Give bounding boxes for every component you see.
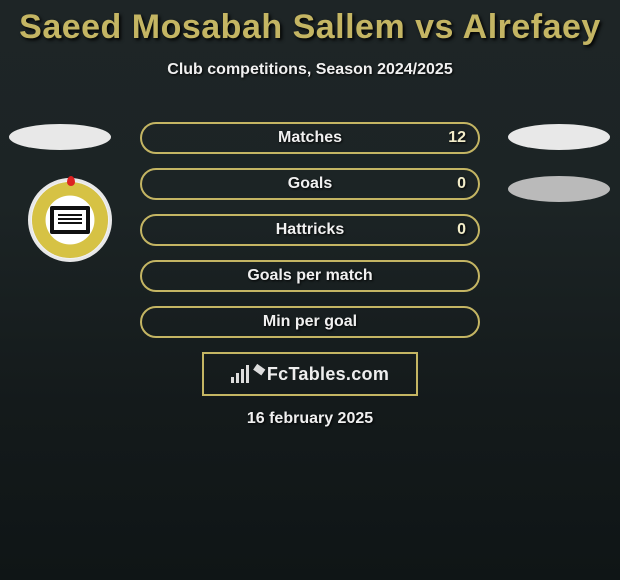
stat-label: Goals per match xyxy=(247,267,372,285)
stat-row-hattricks: Hattricks 0 xyxy=(140,214,480,246)
stat-label: Min per goal xyxy=(263,313,357,331)
brand-text: FcTables.com xyxy=(267,364,389,385)
stat-row-min-per-goal: Min per goal xyxy=(140,306,480,338)
brand-badge[interactable]: FcTables.com xyxy=(202,352,418,396)
player-avatar-left-placeholder xyxy=(9,124,111,150)
stat-label: Goals xyxy=(288,175,332,193)
player-avatar-right-placeholder-2 xyxy=(508,176,610,202)
stat-label: Hattricks xyxy=(276,221,344,239)
stat-value: 0 xyxy=(457,221,466,239)
stats-container: Matches 12 Goals 0 Hattricks 0 Goals per… xyxy=(140,122,480,352)
stat-row-matches: Matches 12 xyxy=(140,122,480,154)
page-title: Saeed Mosabah Sallem vs Alrefaey xyxy=(0,0,620,47)
date-text: 16 february 2025 xyxy=(0,410,620,428)
player-avatar-right-placeholder-1 xyxy=(508,124,610,150)
club-crest-left xyxy=(28,178,112,262)
stat-row-goals-per-match: Goals per match xyxy=(140,260,480,292)
stat-label: Matches xyxy=(278,129,342,147)
stat-value: 12 xyxy=(448,129,466,147)
torch-icon xyxy=(67,176,73,190)
stat-row-goals: Goals 0 xyxy=(140,168,480,200)
subtitle: Club competitions, Season 2024/2025 xyxy=(0,61,620,79)
book-icon xyxy=(50,206,90,234)
stat-value: 0 xyxy=(457,175,466,193)
chart-icon xyxy=(231,365,261,383)
